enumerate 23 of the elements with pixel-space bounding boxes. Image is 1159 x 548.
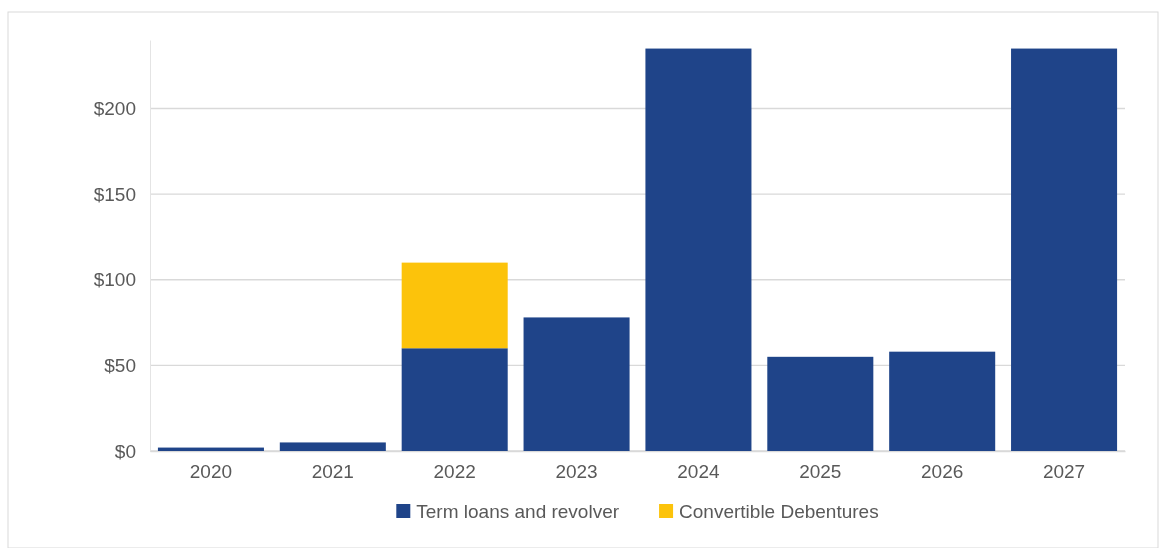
y-tick-label: $0 (114, 440, 136, 462)
bar (645, 48, 752, 451)
y-tick-label: $100 (93, 269, 136, 291)
bar (401, 348, 508, 451)
x-tick-label: 2024 (677, 461, 720, 483)
x-tick-label: 2026 (921, 461, 964, 483)
x-tick-label: 2022 (433, 461, 476, 483)
bar (523, 317, 630, 451)
y-tick-label: $50 (104, 354, 136, 376)
bar (889, 351, 996, 451)
x-tick-label: 2025 (799, 461, 842, 483)
legend-label: Convertible Debentures (679, 501, 879, 522)
bar (401, 262, 508, 349)
x-tick-label: 2020 (189, 461, 233, 483)
y-tick-label: $150 (93, 183, 136, 205)
x-tick-label: 2021 (311, 461, 354, 483)
legend-label: Term loans and revolver (416, 501, 620, 522)
x-tick-label: 2027 (1042, 461, 1086, 483)
bar (1011, 48, 1118, 451)
bar (767, 356, 874, 451)
y-tick-label: $200 (93, 98, 136, 120)
x-tick-label: 2023 (555, 461, 598, 483)
bar (279, 442, 386, 451)
